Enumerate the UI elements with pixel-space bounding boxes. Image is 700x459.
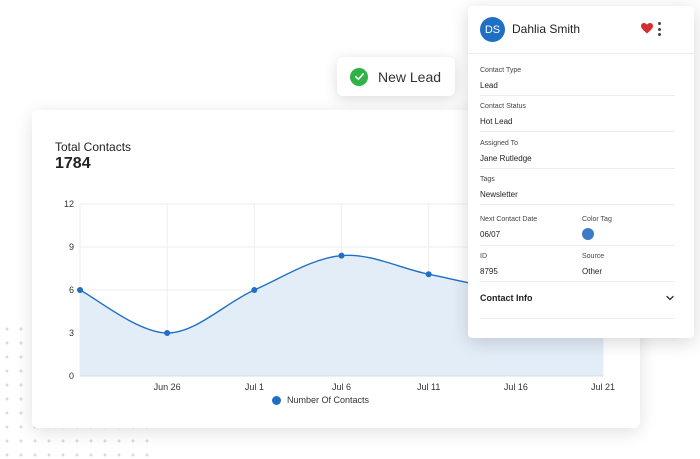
total-contacts-count: 1784 [55,155,91,172]
x-tick-label: Jun 26 [154,382,181,392]
chart-legend[interactable]: Number Of Contacts [272,395,369,405]
data-point [251,287,258,293]
field-contact-type: Contact Type Lead [480,59,675,96]
field-value: Other [582,267,603,276]
legend-dot-icon [272,395,281,405]
data-point [164,330,171,336]
divider [480,281,675,282]
y-tick-label: 12 [64,199,74,209]
field-value: Newsletter [480,190,518,199]
chevron-down-icon[interactable] [665,293,675,303]
legend-label: Number Of Contacts [287,395,370,405]
x-tick-label: Jul 6 [332,382,351,392]
field-value: Lead [480,81,498,90]
field-label: Source [582,253,605,260]
x-tick-label: Jul 1 [245,382,264,392]
more-options-icon[interactable] [658,22,662,36]
field-id: ID 8795 [480,245,575,282]
field-contact-status: Contact Status Hot Lead [480,95,675,132]
field-color-tag: Color Tag [582,208,677,245]
x-tick-label: Jul 16 [504,382,528,392]
contact-header: DS Dahlia Smith [468,6,694,54]
field-source: Source Other [582,245,677,282]
data-point [425,271,432,278]
data-point [77,287,83,293]
x-tick-label: Jul 21 [591,382,615,392]
field-tags: Tags Newsletter [480,168,675,205]
x-tick-label: Jul 11 [417,382,440,392]
contact-name: Dahlia Smith [512,22,581,36]
heart-icon[interactable] [641,23,653,34]
field-value: 06/07 [480,230,501,239]
contact-info-label: Contact Info [480,293,533,303]
field-value: Jane Rutledge [480,154,532,163]
y-tick-label: 6 [69,285,74,295]
new-lead-label: New Lead [378,68,442,85]
field-value: Hot Lead [480,117,513,126]
new-lead-badge[interactable]: New Lead [337,57,455,96]
field-label: Next Contact Date [480,216,538,223]
y-tick-label: 0 [69,371,74,381]
data-point [338,252,345,259]
contact-info-section-toggle[interactable]: Contact Info [480,285,675,319]
y-tick-label: 9 [69,242,74,252]
field-label: Contact Type [480,67,522,74]
field-label: Assigned To [480,140,519,147]
field-assigned-to: Assigned To Jane Rutledge [480,132,675,169]
field-label: Color Tag [582,216,612,223]
check-circle-icon [350,67,368,86]
avatar[interactable]: DS [480,17,505,42]
chart-title: Total Contacts [55,140,132,154]
field-label: Contact Status [480,103,526,110]
field-label: ID [480,253,487,260]
y-tick-label: 3 [69,328,74,338]
field-value: 8795 [480,267,498,276]
contact-details-panel: DS Dahlia Smith Contact Type Lead Contac… [468,6,694,338]
field-next-contact-date: Next Contact Date 06/07 [480,208,575,245]
field-label: Tags [480,176,495,183]
color-tag-swatch[interactable] [582,228,594,240]
divider [480,245,675,246]
